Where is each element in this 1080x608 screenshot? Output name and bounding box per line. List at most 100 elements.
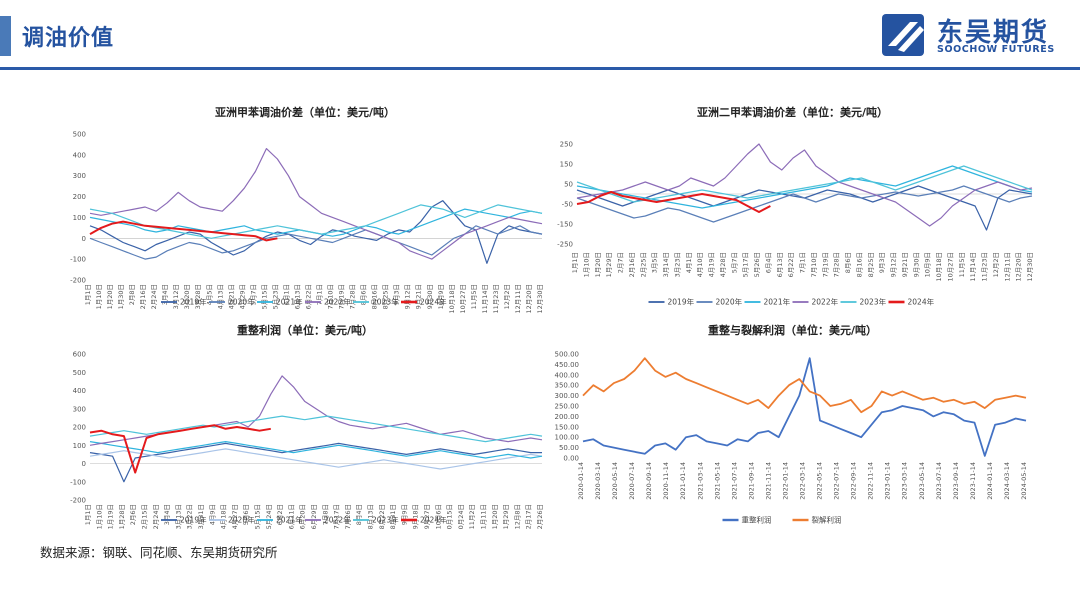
x-tick-label: 5月15日 [260,284,268,309]
soochow-logo: 东吴期货 SOOCHOW FUTURES [880,12,1075,58]
x-tick-label: 3月23日 [673,252,681,277]
y-tick-label: 100 [73,442,86,450]
series-line-0 [576,185,1033,231]
x-tick-label: 4月1日 [685,252,693,273]
c3-svg: 重整利润（单位：美元/吨） -200 -100 0 100 200 300 400 500 600… [70,323,544,530]
x-tick-label: 1月20日 [106,284,114,309]
legend-item: 2020年 [696,297,743,307]
x-tick-label: 6月13日 [776,252,784,277]
legend-item: 2022年 [305,515,351,525]
x-tick-label: 3月5日 [651,252,659,273]
toluene-blending-spread-chart: 亚洲甲苯调油价差（单位：美元/吨） -200 -100 0 100 200 300 400 50… [60,100,550,315]
x-tick-label: 8月22日 [378,504,386,529]
x-tick-label: 5月23日 [271,284,279,309]
y-tick-label: 300 [73,405,86,413]
x-tick-label: 7月1日 [799,252,807,273]
y-tick-label: 400 [73,151,86,159]
reforming-profit-chart: 重整利润（单位：美元/吨） -200 -100 0 100 200 300 400 500 600… [60,318,550,530]
y-tick-label: 500 [73,131,86,139]
x-tick-label: 5月15日 [254,504,262,529]
y-tick-label: -150 [557,221,573,229]
chart-title: 亚洲二甲苯调油价差（单位：美元/吨） [697,105,888,119]
x-tick-label: 2020-05-14 [611,462,619,500]
x-tick-label: 8月4日 [355,504,363,525]
x-tick-label: 6月29日 [310,504,318,529]
x-tick-label: 10月9日 [924,252,932,277]
c4-svg: 重整与裂解利润（单位：美元/吨） 0.00 50.00 100.00 150.00 200… [555,323,1029,525]
y-tick-label: 150.00 [555,423,580,431]
legend-item: 2023年 [353,297,399,307]
x-tick-label: 4月27日 [231,504,239,529]
legend-item: 2021年 [744,297,791,307]
y-tick-label: 50 [564,181,573,189]
x-tick-label: 7月1日 [316,284,324,305]
page-title: 调油价值 [22,26,115,51]
y-tick-label: 200.00 [555,413,580,421]
x-tick-label: 11月14日 [481,284,489,314]
x-tick-label: 1月10日 [95,284,103,309]
series-line-4 [576,165,1033,203]
x-tick-label: 6月2日 [276,504,284,525]
y-tick-label: 200 [73,424,86,432]
y-tick-label: 200 [73,193,86,201]
x-tick-label: 7月10日 [810,252,818,277]
y-tick-label: -200 [70,277,86,285]
x-tick-label: 9月12日 [404,284,412,309]
x-tick-label: 3月14日 [662,252,670,277]
x-tick-label: 4月28日 [719,252,727,277]
x-tick-label: 8月31日 [389,504,397,529]
x-tick-label: 1月10日 [582,252,590,277]
x-tick-label: 9月30日 [426,284,434,309]
legend-item: 2024年 [401,297,447,307]
y-tick-label: -200 [70,497,86,505]
series-line-4 [89,204,543,239]
x-tick-label: 3月12日 [172,284,180,309]
chart-title: 重整利润（单位：美元/吨） [237,323,373,337]
x-tick-label: 2023-11-14 [969,462,977,500]
x-tick-label: 7月17日 [333,504,341,529]
x-tick-label: 6月20日 [299,504,307,529]
x-tick-label: 2022-01-14 [781,462,789,500]
legend-label: 2024年 [420,297,447,307]
series-line-1 [582,357,1027,414]
legend-label: 2023年 [372,297,399,307]
legend-label: 2020年 [716,297,743,307]
x-tick-label: 2023-03-14 [901,462,909,500]
legend-label: 2021年 [764,297,791,307]
x-tick-label: 2023-05-14 [918,462,926,500]
x-tick-label: 3月4日 [163,504,171,525]
x-tick-label: 12月17日 [525,504,533,530]
y-tick-label: 350.00 [555,382,580,390]
reforming-cracking-profit-chart: 重整与裂解利润（单位：美元/吨） 0.00 50.00 100.00 150.00 200… [545,318,1040,530]
x-tick-label: 1月28日 [118,504,126,529]
x-tick-label: 2月16日 [628,252,636,277]
x-tick-label: 9月9日 [400,504,408,525]
chart-title: 亚洲甲苯调油价差（单位：美元/吨） [215,105,395,119]
x-tick-label: 2022-09-14 [850,462,858,500]
legend-item: 2022年 [792,297,839,307]
x-tick-label: 2020-11-14 [662,462,670,500]
legend-item: 重整利润 [722,515,772,525]
title-accent-bar [0,16,11,56]
x-tick-label: 6月22日 [787,252,795,277]
y-tick-label: 450.00 [555,361,580,369]
legend-label: 2020年 [228,297,255,307]
series-line-1 [89,225,543,260]
x-tick-label: 3月13日 [174,504,182,529]
x-tick-label: 2021-11-14 [764,462,772,500]
x-tick-label: 2月16日 [139,284,147,309]
x-tick-label: 11月14日 [969,252,977,282]
x-tick-label: 12月20日 [1015,252,1023,282]
x-tick-label: 2月8日 [128,284,136,305]
logo-text-en: SOOCHOW FUTURES [937,44,1055,55]
x-tick-label: 7月19日 [821,252,829,277]
legend-label: 2019年 [180,297,207,307]
series-line-0 [89,200,543,264]
series-line-0 [89,442,542,483]
x-tick-label: 2022-07-14 [833,462,841,500]
x-tick-label: 4月10日 [696,252,704,277]
series-line-2 [576,165,1033,209]
series-line-2 [89,208,543,237]
legend-label: 2023年 [372,515,399,525]
legend-item: 2024年 [401,515,447,525]
